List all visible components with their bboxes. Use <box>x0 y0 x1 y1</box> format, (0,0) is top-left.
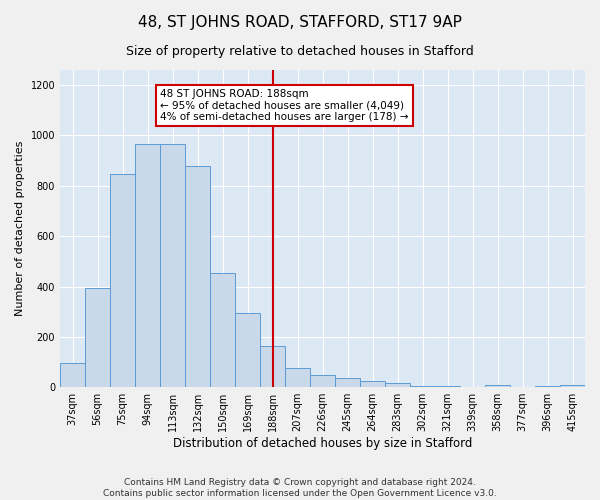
Bar <box>310 374 335 387</box>
Text: 48, ST JOHNS ROAD, STAFFORD, ST17 9AP: 48, ST JOHNS ROAD, STAFFORD, ST17 9AP <box>138 15 462 30</box>
Bar <box>560 384 585 387</box>
Bar <box>335 378 360 387</box>
Bar <box>235 313 260 387</box>
Text: Contains HM Land Registry data © Crown copyright and database right 2024.
Contai: Contains HM Land Registry data © Crown c… <box>103 478 497 498</box>
Bar <box>85 288 110 387</box>
Bar <box>485 385 510 387</box>
Y-axis label: Number of detached properties: Number of detached properties <box>15 141 25 316</box>
Bar <box>510 386 535 387</box>
Text: Size of property relative to detached houses in Stafford: Size of property relative to detached ho… <box>126 45 474 58</box>
Bar <box>160 144 185 387</box>
Bar <box>385 382 410 387</box>
Bar <box>135 144 160 387</box>
Bar <box>285 368 310 387</box>
Bar <box>535 386 560 387</box>
Bar <box>360 381 385 387</box>
Bar <box>210 272 235 387</box>
Bar <box>435 386 460 387</box>
Bar <box>410 386 435 387</box>
Bar <box>185 166 210 387</box>
Bar <box>60 364 85 387</box>
Bar <box>110 174 135 387</box>
X-axis label: Distribution of detached houses by size in Stafford: Distribution of detached houses by size … <box>173 437 472 450</box>
Bar <box>260 346 285 387</box>
Text: 48 ST JOHNS ROAD: 188sqm
← 95% of detached houses are smaller (4,049)
4% of semi: 48 ST JOHNS ROAD: 188sqm ← 95% of detach… <box>160 89 409 122</box>
